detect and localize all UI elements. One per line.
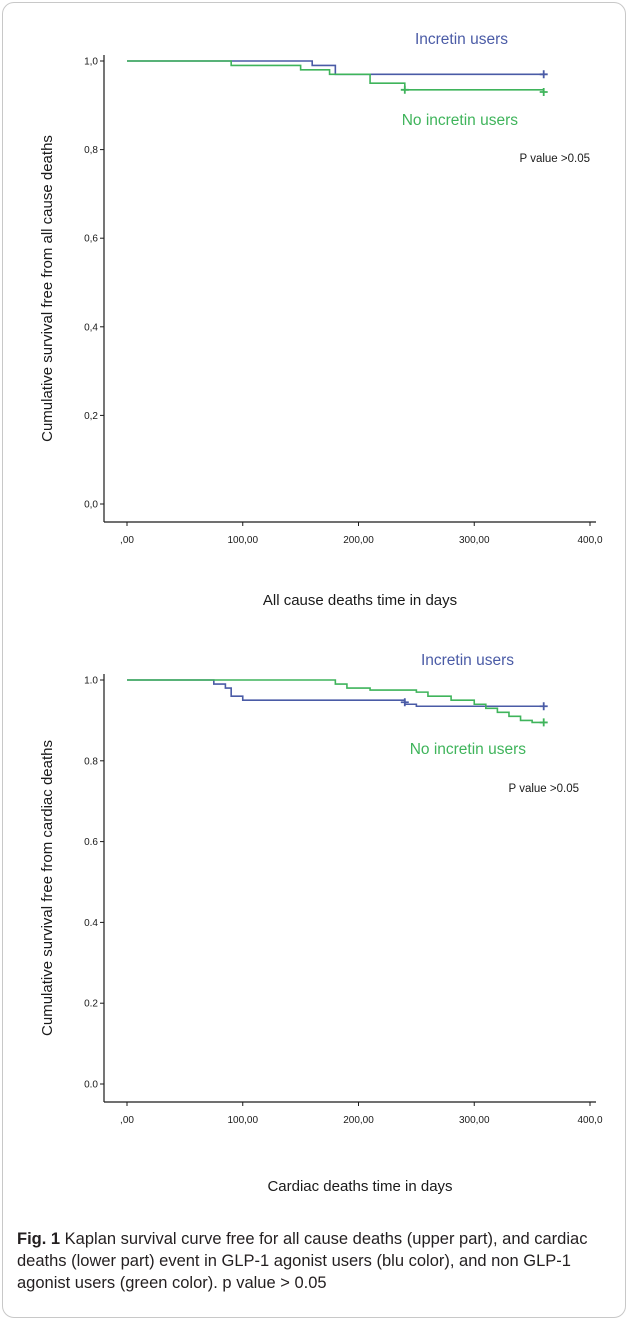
y-tick-label: 1,0 bbox=[84, 57, 98, 68]
p-value-annotation: P value >0.05 bbox=[520, 153, 590, 165]
censor-mark bbox=[539, 88, 548, 97]
survival-step-line bbox=[127, 60, 544, 76]
y-tick-label: 0,4 bbox=[84, 322, 98, 333]
x-tick-label: 200,00 bbox=[343, 535, 374, 546]
series-label: No incretin users bbox=[410, 741, 527, 758]
censor-mark bbox=[539, 70, 548, 79]
censor-mark bbox=[400, 85, 409, 94]
y-axis-label: Cumulative survival free from all cause … bbox=[39, 135, 56, 442]
p-value-annotation: P value >0.05 bbox=[509, 783, 579, 795]
survival-step-line bbox=[127, 679, 544, 708]
x-tick-label: 300,00 bbox=[459, 535, 490, 546]
figure-caption: Fig. 1 Kaplan survival curve free for al… bbox=[17, 1228, 617, 1294]
y-tick-label: 0.6 bbox=[84, 837, 98, 848]
y-tick-label: 0.0 bbox=[84, 1080, 98, 1091]
y-tick-label: 0.4 bbox=[84, 918, 98, 929]
y-tick-label: 0,6 bbox=[84, 234, 98, 245]
x-tick-label: 100,00 bbox=[227, 535, 258, 546]
x-tick-label: 400,0 bbox=[577, 535, 602, 546]
y-tick-label: 0,0 bbox=[84, 500, 98, 511]
y-tick-label: 0,2 bbox=[84, 411, 98, 422]
y-axis-label: Cumulative survival free from cardiac de… bbox=[39, 740, 56, 1036]
censor-mark bbox=[539, 702, 548, 711]
y-tick-label: 1.0 bbox=[84, 676, 98, 687]
survival-chart-all-cause: 0,0 0,2 0,4 0,6 0,8 1,0 ,00 100,00 200,00 300,00 4… bbox=[39, 31, 603, 609]
survival-chart-cardiac: 0.0 0.2 0.4 0.6 0.8 1.0 ,00 100,00 200,00 300,00 4… bbox=[39, 652, 603, 1195]
survival-step-line bbox=[127, 679, 544, 724]
series-label: No incretin users bbox=[402, 112, 519, 129]
series-label: Incretin users bbox=[421, 652, 514, 669]
x-axis-label: Cardiac deaths time in days bbox=[267, 1178, 452, 1195]
x-axis-label: All cause deaths time in days bbox=[263, 592, 457, 609]
x-tick-label: 400,0 bbox=[577, 1115, 602, 1126]
censor-mark bbox=[539, 718, 548, 727]
x-tick-label: 200,00 bbox=[343, 1115, 374, 1126]
censor-mark bbox=[400, 698, 409, 707]
caption-label: Fig. 1 bbox=[17, 1230, 61, 1248]
x-tick-label: ,00 bbox=[120, 535, 134, 546]
series-label: Incretin users bbox=[415, 31, 508, 48]
caption-text: Kaplan survival curve free for all cause… bbox=[17, 1230, 588, 1292]
x-tick-label: 100,00 bbox=[227, 1115, 258, 1126]
y-tick-label: 0.2 bbox=[84, 999, 98, 1010]
x-tick-label: 300,00 bbox=[459, 1115, 490, 1126]
y-tick-label: 0,8 bbox=[84, 145, 98, 156]
x-tick-label: ,00 bbox=[120, 1115, 134, 1126]
y-tick-label: 0.8 bbox=[84, 756, 98, 767]
